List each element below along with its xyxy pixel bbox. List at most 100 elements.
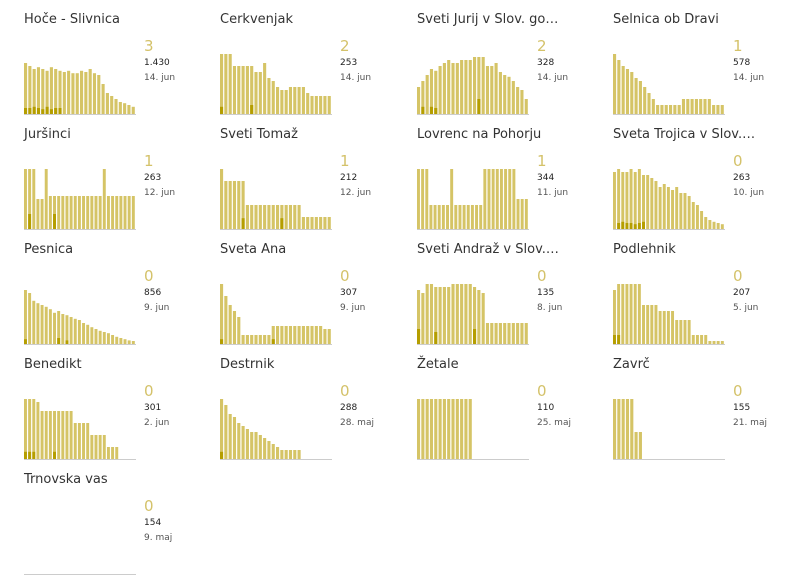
bar (111, 196, 115, 229)
bar (508, 169, 512, 229)
bar (327, 96, 331, 114)
municipality-card[interactable]: Hoče - Slivnica 3 1.430 14. jun (24, 12, 204, 122)
bar (297, 87, 301, 114)
municipality-card[interactable]: Podlehnik 0 207 5. jun (613, 242, 793, 352)
bar (675, 187, 679, 229)
municipality-card[interactable]: Sveti Tomaž 1 212 12. jun (220, 127, 400, 237)
bar (102, 435, 106, 459)
bar (704, 335, 708, 344)
bar (468, 60, 472, 114)
municipality-card[interactable]: Žetale 0 110 25. maj (417, 357, 597, 467)
bar (442, 287, 446, 344)
bar (94, 329, 98, 344)
bar (69, 196, 73, 229)
bar (49, 67, 53, 114)
bar (654, 181, 658, 229)
municipality-name: Selnica ob Dravi (613, 12, 719, 27)
bar (507, 323, 511, 344)
new-cases-value: 0 (340, 382, 350, 400)
new-cases-value: 0 (340, 267, 350, 285)
bar (127, 105, 131, 114)
bar (625, 69, 630, 114)
bar (40, 305, 44, 344)
bar (507, 76, 511, 114)
bar (48, 309, 52, 344)
new-cases-value: 0 (144, 382, 154, 400)
bar (613, 54, 617, 114)
municipality-name: Hoče - Slivnica (24, 12, 120, 27)
bar (490, 323, 494, 344)
bar (86, 324, 90, 344)
last-date: 14. jun (144, 73, 176, 83)
bar (271, 444, 275, 459)
municipality-card[interactable]: Zavrč 0 155 21. maj (613, 357, 793, 467)
bar (323, 217, 327, 229)
bar (429, 69, 434, 114)
bar (94, 435, 98, 459)
municipality-card[interactable]: Benedikt 0 301 2. jun (24, 357, 204, 467)
bar (666, 187, 670, 229)
bar (720, 105, 724, 114)
bar (450, 169, 454, 229)
bar (481, 57, 485, 114)
municipality-card[interactable]: Selnica ob Dravi 1 578 14. jun (613, 12, 793, 122)
trend-bar-chart (24, 399, 136, 460)
bar (77, 320, 81, 344)
bar (669, 105, 673, 114)
bar (503, 75, 507, 114)
bar (671, 311, 675, 344)
bar (504, 169, 508, 229)
bar (57, 311, 61, 344)
bar (417, 399, 421, 459)
bar (220, 54, 224, 114)
bar (617, 60, 621, 114)
bar (621, 66, 625, 114)
bar (115, 336, 119, 344)
bar (111, 335, 115, 344)
bar (464, 60, 468, 114)
bar (306, 93, 310, 114)
bar (267, 78, 271, 114)
municipality-card[interactable]: Sveta Trojica v Slov.… 0 263 10. jun (613, 127, 793, 237)
bar (485, 323, 490, 344)
municipality-card[interactable]: Juršinci 1 263 12. jun (24, 127, 204, 237)
bar (677, 105, 681, 114)
bar (483, 169, 487, 229)
bar (451, 63, 455, 114)
municipality-card[interactable]: Sveti Andraž v Slov.… 0 135 8. jun (417, 242, 597, 352)
municipality-card[interactable]: Cerkvenjak 2 253 14. jun (220, 12, 400, 122)
bar-highlight (32, 106, 36, 114)
bar (306, 217, 310, 229)
bar (687, 320, 691, 344)
municipality-card[interactable]: Trnovska vas 0 154 9. maj (24, 472, 204, 582)
bar (258, 72, 262, 114)
bar (24, 290, 27, 344)
bar (451, 284, 455, 344)
municipality-card[interactable]: Sveta Ana 0 307 9. jun (220, 242, 400, 352)
bar (695, 205, 699, 229)
bar (310, 96, 314, 114)
municipality-card[interactable]: Pesnica 0 856 9. jun (24, 242, 204, 352)
bar (327, 217, 331, 229)
bar (712, 221, 716, 229)
bar (638, 81, 642, 114)
municipality-card[interactable]: Destrnik 0 288 28. maj (220, 357, 400, 467)
bar (271, 205, 275, 229)
bar (114, 99, 118, 114)
bar (220, 284, 224, 344)
bar (438, 399, 442, 459)
bar (267, 205, 271, 229)
bar-highlight (613, 335, 616, 344)
bar (61, 411, 65, 459)
bar (28, 169, 32, 229)
bar (454, 205, 458, 229)
bar (123, 339, 127, 344)
bar (263, 205, 267, 229)
bar (503, 323, 507, 344)
last-date: 11. jun (537, 188, 569, 198)
bar (681, 99, 686, 114)
municipality-card[interactable]: Sveti Jurij v Slov. go… 2 328 14. jun (417, 12, 597, 122)
municipality-card[interactable]: Lovrenc na Pohorju 1 344 11. jun (417, 127, 597, 237)
bar (32, 399, 36, 459)
bar (642, 305, 645, 344)
